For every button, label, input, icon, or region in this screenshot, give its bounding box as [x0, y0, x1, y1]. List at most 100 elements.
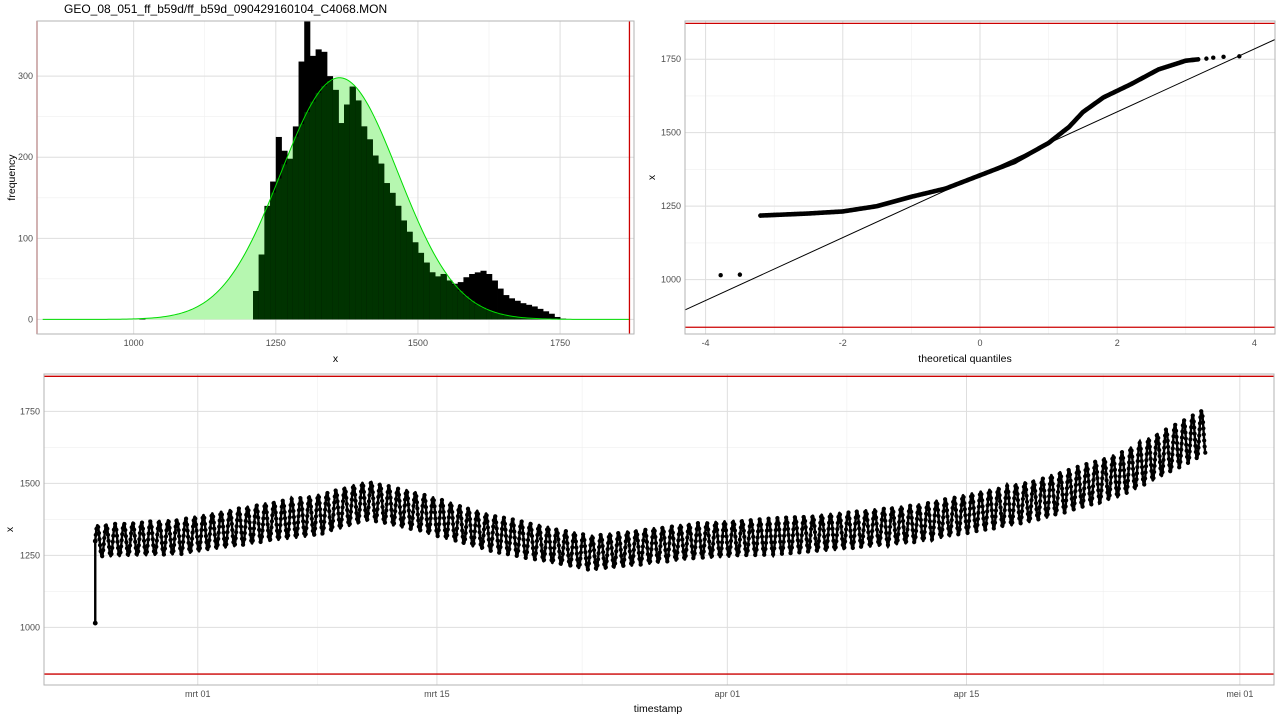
histogram-overlap — [264, 206, 271, 320]
timeseries-point — [92, 538, 98, 544]
histogram-overlap — [491, 312, 498, 320]
histogram-overlap — [440, 273, 447, 320]
qq-outlier-point — [718, 273, 723, 278]
histogram-overlap — [315, 92, 322, 320]
qq-point — [778, 212, 784, 217]
histogram-y-tick-label: 0 — [28, 314, 33, 324]
qqplot-x-tick-label: -4 — [702, 338, 710, 348]
qq-point — [771, 212, 777, 218]
qq-outlier-point — [737, 272, 743, 277]
histogram-overlap — [287, 158, 294, 320]
histogram-overlap — [474, 304, 481, 320]
qqplot-x-tick-label: 4 — [1252, 338, 1257, 348]
qqplot-y-tick-label: 1750 — [661, 54, 681, 64]
histogram-bar — [525, 304, 533, 320]
histogram-overlap — [281, 164, 288, 320]
histogram-bar — [469, 273, 476, 320]
histogram-bar — [520, 303, 527, 320]
histogram-bar — [480, 270, 487, 320]
histogram-bar — [531, 306, 538, 320]
timeseries-x-tick-label: mrt 15 — [424, 689, 450, 699]
histogram-overlap — [429, 272, 436, 320]
qqplot-y-axis-label: x — [646, 174, 658, 180]
histogram-overlap — [435, 276, 442, 320]
timeseries-y-tick-label: 1250 — [20, 550, 40, 560]
timeseries-y-tick-label: 1000 — [20, 622, 40, 632]
qqplot-panel-border — [684, 20, 1276, 335]
timeseries-x-tick-label: mei 01 — [1226, 689, 1253, 699]
histogram-panel-border — [36, 20, 635, 335]
histogram-overlap — [309, 101, 316, 320]
histogram-overlap — [355, 100, 362, 320]
histogram-x-tick-label: 1250 — [266, 338, 286, 348]
qq-point — [1190, 57, 1195, 63]
qq-point-markers — [718, 54, 1242, 278]
histogram-bar — [543, 311, 550, 320]
histogram-overlap — [497, 313, 504, 320]
histogram-overlap — [344, 104, 351, 320]
qqplot-y-tick-label: 1000 — [661, 275, 681, 285]
histogram-overlap — [446, 280, 453, 320]
histogram-overlap — [508, 316, 515, 320]
histogram-overlap — [332, 89, 339, 320]
histogram-overlap — [457, 290, 464, 320]
histogram-overlap — [270, 192, 277, 320]
histogram-overlap — [520, 317, 527, 320]
qqplot-x-tick-label: -2 — [839, 338, 847, 348]
qq-outlier-point — [1221, 54, 1226, 60]
qqplot-y-tick-label: 1250 — [661, 201, 681, 211]
qqplot-x-axis-label: theoretical quantiles — [918, 353, 1011, 365]
window-title: GEO_08_051_ff_b59d/ff_b59d_090429160104_… — [64, 2, 388, 16]
histogram-overlap — [383, 183, 390, 320]
histogram-overlap — [366, 139, 373, 320]
histogram-bar — [508, 298, 515, 320]
histogram-overlap — [253, 291, 260, 320]
qqplot-x-tick-label: 2 — [1115, 338, 1120, 348]
qq-outlier-point — [1211, 55, 1216, 60]
timeseries-x-axis-label: timestamp — [634, 703, 683, 715]
histogram-bars — [139, 21, 567, 320]
histogram-x-axis-label: x — [333, 353, 339, 365]
histogram-bar — [548, 313, 555, 320]
timeseries-y-tick-label: 1750 — [20, 406, 40, 416]
histogram-y-tick-label: 300 — [18, 71, 33, 81]
timeseries-x-tick-label: apr 01 — [715, 689, 741, 699]
histogram-overlap — [406, 231, 413, 320]
qq-point — [792, 211, 797, 217]
histogram-y-tick-label: 100 — [18, 233, 33, 243]
histogram-bar — [491, 280, 498, 320]
qq-point — [758, 213, 763, 218]
qqplot-grid — [685, 21, 1275, 334]
histogram-overlap — [469, 300, 476, 320]
timeseries-y-tick-label: 1500 — [20, 478, 40, 488]
histogram-overlap — [292, 136, 299, 320]
histogram-overlap — [304, 112, 311, 320]
timeseries-panel-border — [43, 373, 1275, 686]
timeseries-x-tick-label: apr 15 — [954, 689, 980, 699]
histogram-overlap — [400, 220, 407, 320]
histogram-bar — [537, 308, 544, 320]
histogram-bar — [503, 295, 510, 320]
histogram-overlap — [372, 155, 379, 320]
histogram-overlap — [486, 310, 493, 320]
histogram-overlap — [349, 86, 356, 320]
histogram-overlap — [463, 296, 470, 320]
histogram-overlap — [275, 178, 282, 320]
histogram-x-tick-label: 1500 — [408, 338, 428, 348]
histogram-overlap — [389, 192, 396, 320]
histogram-overlap — [412, 242, 419, 320]
timeseries-first-point — [92, 620, 98, 626]
histogram-overlap — [480, 307, 487, 320]
histogram-bar — [497, 288, 504, 320]
histogram-overlap — [378, 163, 385, 320]
qq-point — [785, 212, 791, 217]
density-curve — [42, 77, 630, 320]
histogram-overlap — [361, 126, 368, 320]
qq-point — [1183, 58, 1189, 63]
histogram-bar — [474, 272, 481, 320]
histogram-overlap — [417, 252, 425, 320]
histogram-overlap — [298, 123, 305, 320]
histogram-overlap — [326, 81, 334, 320]
histogram-overlap — [503, 315, 510, 320]
